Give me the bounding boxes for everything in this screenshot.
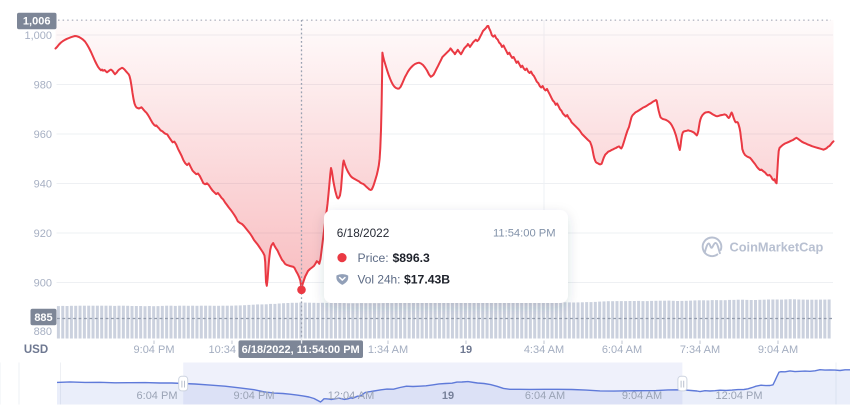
svg-text:980: 980 <box>34 79 52 91</box>
svg-text:12:04 AM: 12:04 AM <box>328 390 374 402</box>
svg-text:885: 885 <box>34 312 52 324</box>
svg-text:9:04 PM: 9:04 PM <box>134 344 175 356</box>
svg-text:920: 920 <box>34 228 52 240</box>
svg-text:19: 19 <box>460 344 472 356</box>
svg-text:1,006: 1,006 <box>23 16 51 28</box>
svg-text:1,000: 1,000 <box>24 30 52 42</box>
svg-text:1:34 AM: 1:34 AM <box>368 344 408 356</box>
svg-text:6/18/2022, 11:54:00 PM: 6/18/2022, 11:54:00 PM <box>242 344 360 356</box>
svg-text:USD: USD <box>24 344 48 356</box>
svg-text:CoinMarketCap: CoinMarketCap <box>730 239 824 254</box>
svg-text:12:04 PM: 12:04 PM <box>715 390 762 402</box>
svg-text:$17.43B: $17.43B <box>404 272 450 286</box>
svg-text:940: 940 <box>34 178 52 190</box>
svg-text:Price:: Price: <box>358 251 389 265</box>
svg-text:9:04 AM: 9:04 AM <box>622 390 662 402</box>
svg-text:6:04 PM: 6:04 PM <box>137 390 178 402</box>
svg-text:Vol 24h:: Vol 24h: <box>358 272 401 286</box>
svg-text:4:34 AM: 4:34 AM <box>524 344 564 356</box>
svg-text:11:54:00 PM: 11:54:00 PM <box>493 228 556 240</box>
svg-text:$896.3: $896.3 <box>393 251 430 265</box>
svg-text:7:34 AM: 7:34 AM <box>680 344 720 356</box>
svg-text:960: 960 <box>34 129 52 141</box>
svg-text:6/18/2022: 6/18/2022 <box>337 226 389 240</box>
svg-text:19: 19 <box>442 390 454 402</box>
svg-text:900: 900 <box>34 277 52 289</box>
svg-text:6:04 AM: 6:04 AM <box>602 344 642 356</box>
svg-text:9:04 AM: 9:04 AM <box>758 344 798 356</box>
svg-text:9:04 PM: 9:04 PM <box>234 390 275 402</box>
svg-text:880: 880 <box>34 326 52 338</box>
svg-text:6:04 AM: 6:04 AM <box>525 390 565 402</box>
